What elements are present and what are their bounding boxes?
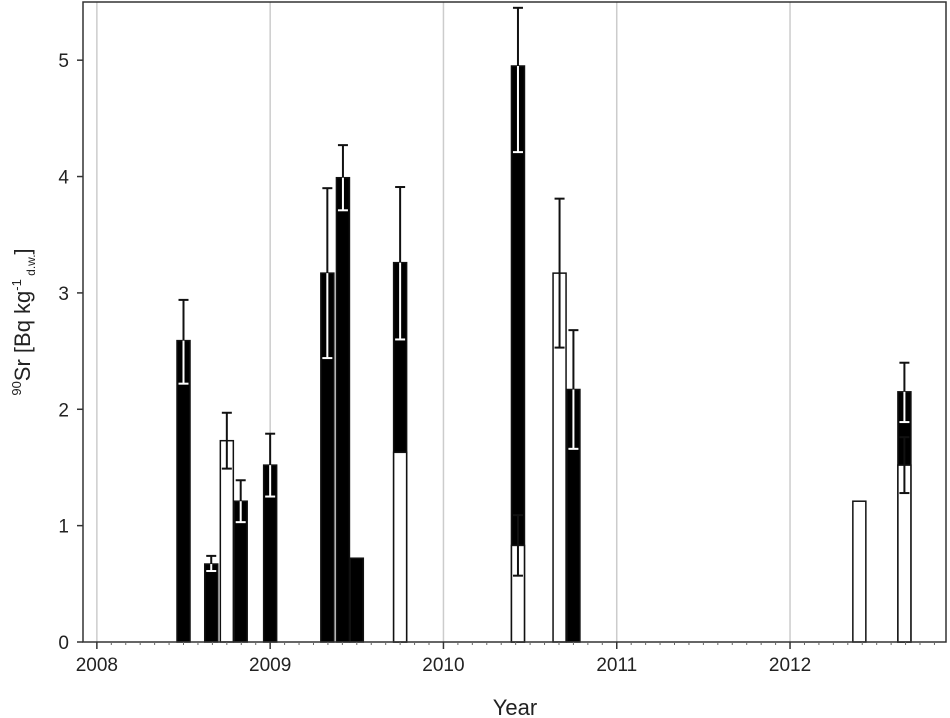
- plot-frame: [82, 1, 947, 643]
- x-tick-label: 2012: [769, 655, 811, 676]
- y-label-exponent: -1: [9, 279, 24, 291]
- open-bar: [392, 451, 408, 643]
- grid-lines: [96, 2, 791, 642]
- y-tick-label: 0: [58, 633, 69, 654]
- filled-bar: [349, 557, 365, 643]
- filled-bar: [335, 176, 351, 643]
- x-tick-label: 2010: [422, 655, 464, 676]
- y-label-close: ]: [10, 248, 35, 254]
- y-axis: 0 1 2 3 4 5: [58, 51, 83, 654]
- y-label-main: Sr [Bq kg: [10, 291, 35, 381]
- y-tick-label: 2: [58, 400, 69, 421]
- filled-bar: [176, 339, 191, 643]
- open-bar: [852, 500, 867, 643]
- x-tick-label: 2008: [76, 655, 118, 676]
- y-axis-label: 90Sr [Bq kg-1 d.w.]: [9, 248, 38, 395]
- filled-bar: [203, 563, 219, 643]
- x-tick-label: 2009: [249, 655, 291, 676]
- y-tick-label: 3: [58, 284, 69, 305]
- y-label-superscript: 90: [9, 381, 24, 395]
- y-tick-label: 5: [58, 51, 69, 72]
- x-axis-label: Year: [493, 695, 537, 718]
- open-bar: [219, 439, 235, 643]
- y-tick-label: 1: [58, 517, 69, 538]
- x-axis: 2008 2009 2010 2011 2012: [76, 642, 935, 676]
- x-tick-label: 2011: [596, 655, 637, 676]
- y-tick-label: 4: [58, 168, 69, 189]
- bars: [176, 6, 912, 643]
- y-label-subscript: d.w.: [24, 254, 38, 279]
